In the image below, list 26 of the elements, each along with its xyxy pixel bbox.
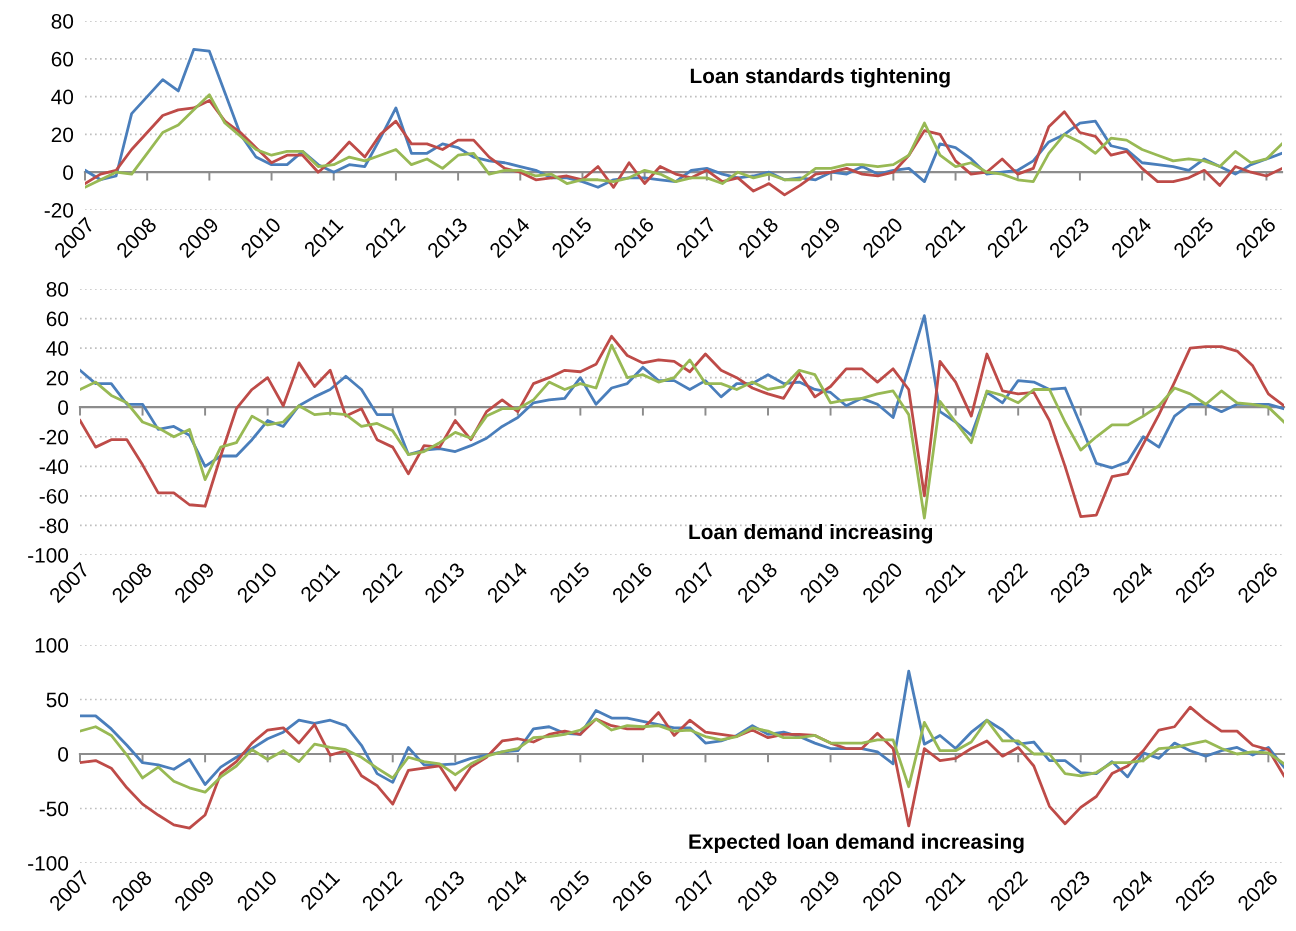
y-tick-label: 100 bbox=[35, 638, 69, 653]
y-tick-label: 0 bbox=[58, 400, 69, 415]
y-tick-label: 0 bbox=[58, 747, 69, 762]
y-tick-label: 80 bbox=[51, 14, 74, 29]
text: Loan demand increasing bbox=[689, 523, 933, 544]
y-tick-label: -50 bbox=[39, 801, 69, 817]
y-tick-label: 60 bbox=[51, 51, 74, 67]
y-tick-label: -80 bbox=[39, 518, 69, 534]
y-tick-label: -40 bbox=[39, 459, 69, 475]
line-series bbox=[80, 705, 1284, 830]
y-tick-label: 40 bbox=[46, 341, 69, 356]
y-tick-label: -20 bbox=[44, 203, 74, 218]
y-tick-label: -60 bbox=[39, 488, 69, 504]
y-tick-label: 20 bbox=[51, 127, 74, 143]
y-tick-label: -100 bbox=[28, 856, 69, 871]
y-tick-label: 60 bbox=[46, 311, 69, 327]
text: Loan standards tightening bbox=[690, 67, 950, 88]
y-tick-label: 20 bbox=[46, 370, 69, 386]
y-tick-label: -20 bbox=[39, 429, 69, 445]
y-tick-label: 50 bbox=[46, 692, 69, 708]
text: Expected loan demand increasing bbox=[689, 833, 1024, 854]
y-tick-label: -100 bbox=[28, 548, 69, 563]
y-tick-label: 40 bbox=[51, 89, 74, 105]
line-series bbox=[80, 717, 1284, 794]
y-tick-label: 0 bbox=[63, 165, 74, 180]
y-tick-label: 80 bbox=[46, 282, 69, 297]
